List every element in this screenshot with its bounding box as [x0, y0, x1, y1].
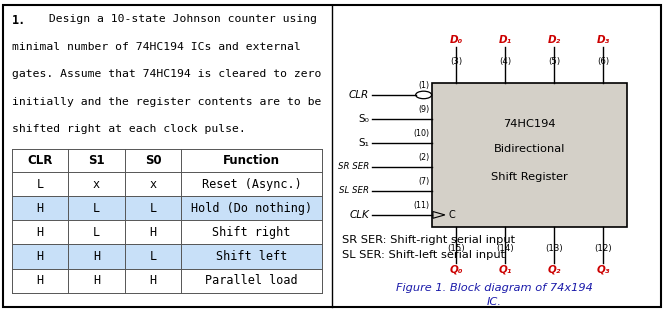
Text: CLR: CLR — [349, 90, 369, 100]
Text: Q₀: Q₀ — [450, 264, 463, 274]
Text: D₃: D₃ — [596, 35, 610, 46]
Text: (3): (3) — [450, 57, 462, 66]
Text: (12): (12) — [594, 244, 612, 253]
Text: Q₁: Q₁ — [499, 264, 512, 274]
Text: (5): (5) — [548, 57, 560, 66]
Text: (7): (7) — [418, 177, 430, 186]
Text: L: L — [93, 226, 100, 239]
Text: SL SER: SL SER — [339, 187, 369, 195]
Text: H: H — [93, 250, 100, 263]
Bar — [12, 268, 322, 293]
Text: L: L — [93, 202, 100, 215]
Text: L: L — [149, 202, 157, 215]
Text: L: L — [149, 250, 157, 263]
Text: (6): (6) — [597, 57, 609, 66]
Text: 1.: 1. — [12, 14, 26, 27]
Text: (11): (11) — [414, 201, 430, 210]
Text: 74HC194: 74HC194 — [503, 119, 556, 129]
Bar — [12, 220, 322, 244]
Text: H: H — [37, 250, 44, 263]
Text: x: x — [149, 178, 157, 191]
Text: L: L — [37, 178, 44, 191]
Bar — [432, 83, 627, 227]
Text: Shift right: Shift right — [212, 226, 291, 239]
Text: (10): (10) — [414, 129, 430, 138]
Bar — [12, 244, 322, 268]
Text: S₁: S₁ — [359, 138, 369, 148]
Text: D₀: D₀ — [450, 35, 463, 46]
Text: H: H — [93, 274, 100, 287]
Text: S1: S1 — [88, 154, 105, 167]
Text: Q₂: Q₂ — [547, 264, 560, 274]
Text: Bidirectional: Bidirectional — [494, 144, 565, 154]
Text: CLR: CLR — [27, 154, 53, 167]
Text: Hold (Do nothing): Hold (Do nothing) — [191, 202, 312, 215]
Text: gates. Assume that 74HC194 is cleared to zero: gates. Assume that 74HC194 is cleared to… — [12, 69, 321, 79]
Text: minimal number of 74HC194 ICs and external: minimal number of 74HC194 ICs and extern… — [12, 42, 301, 51]
Text: Q₃: Q₃ — [596, 264, 610, 274]
Text: x: x — [93, 178, 100, 191]
Text: C: C — [448, 210, 455, 220]
Text: H: H — [149, 274, 157, 287]
Text: Shift Register: Shift Register — [491, 172, 568, 182]
Text: SR SER: Shift-right serial input
SL SER: Shift-left serial input: SR SER: Shift-right serial input SL SER:… — [342, 235, 515, 260]
Text: shifted right at each clock pulse.: shifted right at each clock pulse. — [12, 124, 246, 134]
Text: S0: S0 — [145, 154, 161, 167]
Text: (2): (2) — [418, 153, 430, 162]
Text: (15): (15) — [448, 244, 465, 253]
Text: H: H — [37, 226, 44, 239]
Text: (1): (1) — [418, 81, 430, 90]
Text: (9): (9) — [418, 105, 430, 114]
Text: Reset (Async.): Reset (Async.) — [202, 178, 301, 191]
Bar — [12, 172, 322, 196]
Bar — [12, 196, 322, 220]
Text: D₂: D₂ — [547, 35, 560, 46]
Text: Parallel load: Parallel load — [205, 274, 298, 287]
Text: H: H — [149, 226, 157, 239]
Text: H: H — [37, 274, 44, 287]
Text: initially and the register contents are to be: initially and the register contents are … — [12, 97, 321, 107]
Text: Function: Function — [223, 154, 280, 167]
Text: D₁: D₁ — [499, 35, 512, 46]
Text: SR SER: SR SER — [338, 162, 369, 171]
Text: Figure 1. Block diagram of 74x194
IC.: Figure 1. Block diagram of 74x194 IC. — [396, 283, 593, 307]
Text: Shift left: Shift left — [216, 250, 288, 263]
Text: H: H — [37, 202, 44, 215]
Text: CLK: CLK — [349, 210, 369, 220]
Text: (13): (13) — [545, 244, 563, 253]
Text: (4): (4) — [499, 57, 511, 66]
Text: (14): (14) — [496, 244, 514, 253]
Text: S₀: S₀ — [359, 114, 369, 124]
Text: Design a 10-state Johnson counter using: Design a 10-state Johnson counter using — [42, 14, 317, 24]
